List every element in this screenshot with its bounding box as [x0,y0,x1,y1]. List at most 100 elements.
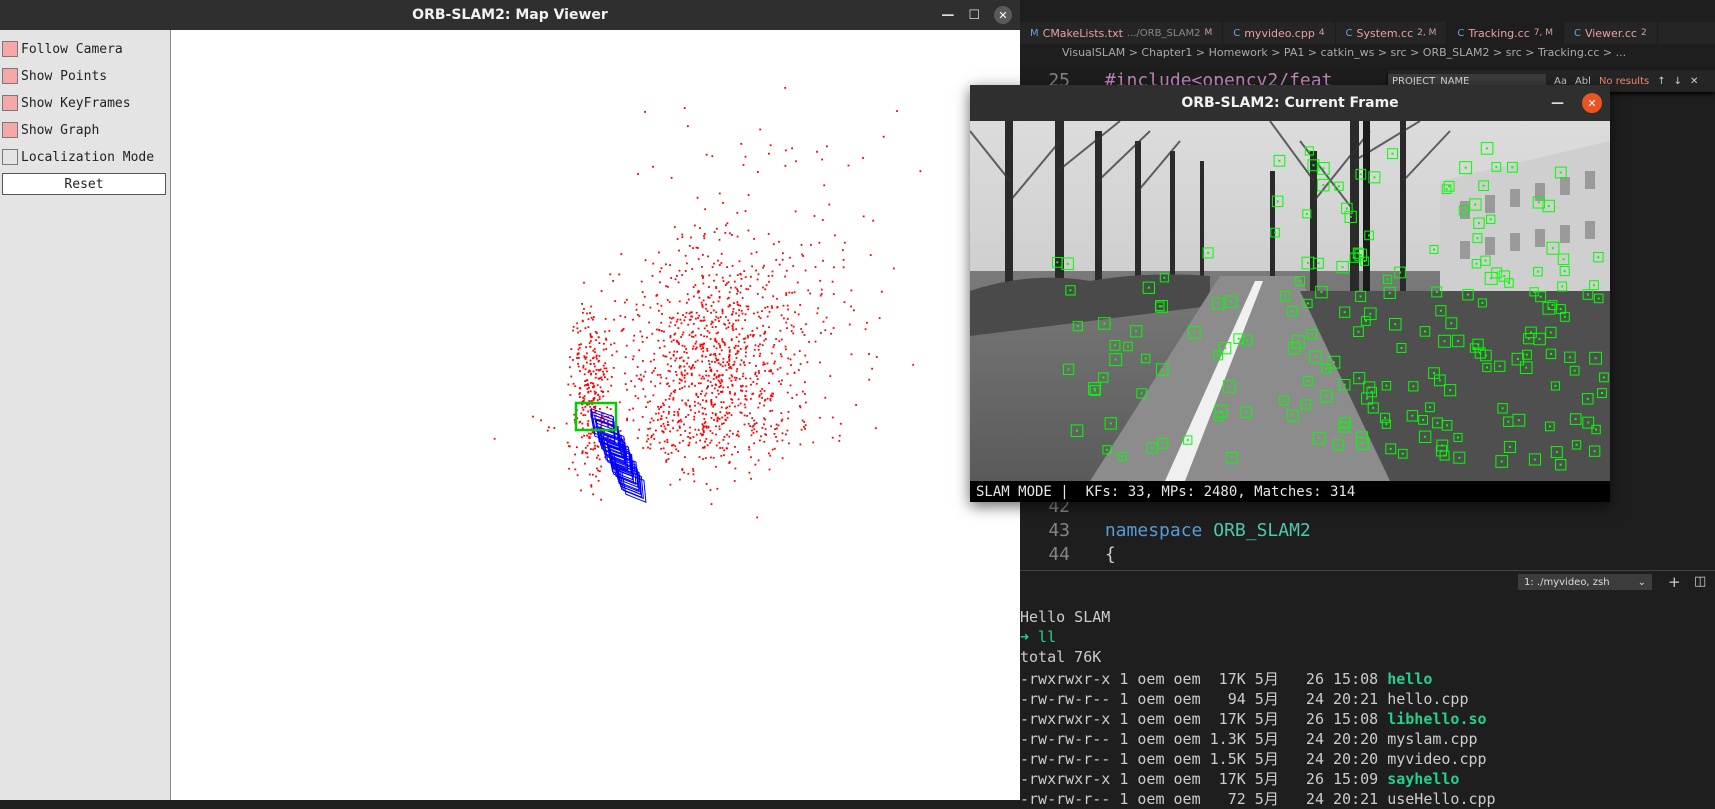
map-point [603,367,606,370]
map-point [847,164,850,167]
map-point [685,416,687,418]
map-point [701,423,704,426]
close-icon[interactable]: ✕ [1582,93,1602,113]
minimize-icon[interactable]: — [1551,95,1564,111]
map-point [710,353,712,356]
tab-cmakelists-txt[interactable]: M CMakeLists.txt .../ORB_SLAM2 M [1020,22,1224,44]
tracked-feature [1482,362,1492,373]
option-show-keyframes[interactable]: Show KeyFrames [2,92,131,114]
terminal-text: total 76K [1020,648,1102,666]
map-point [672,398,675,401]
map-point [674,332,677,335]
map-point [742,372,745,375]
tracked-feature-center [1525,366,1528,369]
close-icon[interactable]: ✕ [1690,75,1699,87]
tracked-feature-center [1109,422,1112,425]
find-input[interactable]: PROJECT_NAME [1388,73,1546,89]
map-point [569,356,571,359]
maximize-icon[interactable]: ☐ [968,7,980,23]
code-line-44[interactable]: 44 { [1020,544,1115,565]
map-point [700,334,702,336]
arrow-down-icon[interactable]: ↓ [1673,75,1682,87]
code-line-43[interactable]: 43 namespace ORB_SLAM2 [1020,520,1310,541]
split-terminal-icon[interactable]: ◫ [1694,574,1707,589]
minimize-icon[interactable]: — [941,7,955,23]
tracked-feature-center [1193,331,1196,334]
checkbox[interactable] [2,95,18,111]
map-point [681,233,684,236]
map-point [696,346,698,349]
map-point [700,301,703,304]
map-point [896,110,898,112]
checkbox[interactable] [2,122,18,138]
map-viewer-titlebar[interactable]: ORB-SLAM2: Map Viewer — ☐ ✕ [0,0,1020,30]
map-point [750,275,752,278]
match-case-toggle[interactable]: Aa [1554,75,1567,87]
tab-system-cc[interactable]: C System.cc 2, M [1336,22,1448,44]
map-point [688,441,691,444]
arrow-up-icon[interactable]: ↑ [1657,75,1666,87]
tracked-feature-center [1441,444,1444,447]
map-point [690,331,693,334]
tab-tracking-cc[interactable]: C Tracking.cc 7, M [1447,22,1564,44]
tracked-feature-center [1482,184,1485,187]
map-point [706,310,709,312]
map-point [605,339,608,341]
file-name: libhello.so [1387,710,1487,728]
tracked-feature-center [1503,275,1506,277]
map-point [745,398,748,401]
map-point [728,359,731,362]
tracked-feature [1542,199,1555,213]
map-point [583,355,586,358]
map-canvas[interactable] [171,30,1020,800]
close-icon[interactable]: ✕ [994,6,1012,24]
map-point [746,345,749,348]
checkbox[interactable] [2,41,18,57]
reset-button[interactable]: Reset [2,173,166,195]
tracked-feature-center [1438,379,1441,382]
map-point [697,289,700,292]
checkbox[interactable] [2,149,18,165]
tracked-feature [1474,347,1486,359]
tracked-feature [1491,162,1502,172]
tracked-feature-center [1224,347,1227,350]
map-point [692,468,694,470]
tracked-feature-center [1478,222,1480,225]
plus-icon[interactable]: + [1668,573,1681,591]
option-show-points[interactable]: Show Points [2,65,107,87]
option-show-graph[interactable]: Show Graph [2,119,99,141]
tab-viewer-cc[interactable]: C Viewer.cc 2 [1564,22,1658,44]
map-point [655,295,658,297]
tracked-feature-center [1602,376,1605,379]
map-point [781,418,784,421]
current-frame-titlebar[interactable]: ORB-SLAM2: Current Frame — ✕ [970,85,1610,121]
map-point [743,270,746,272]
map-point [636,437,639,439]
map-point [795,160,797,163]
option-localization-mode[interactable]: Localization Mode [2,146,154,168]
tracked-feature-center [1364,320,1367,322]
map-point [691,335,693,338]
file-type-icon: C [1573,27,1581,39]
map-point [736,292,738,295]
tracked-feature-center [1325,367,1328,370]
map-point [670,392,673,395]
checkbox[interactable] [2,68,18,84]
map-point [781,439,784,442]
whole-word-toggle[interactable]: Abl [1574,75,1591,87]
tracked-feature [1136,388,1147,399]
tracked-feature-center [1586,293,1589,296]
option-follow-camera[interactable]: Follow Camera [2,38,123,60]
breadcrumb[interactable]: VisualSLAM > Chapter1 > Homework > PA1 >… [1062,46,1627,59]
map-point [667,369,670,372]
map-point [710,402,713,405]
map-point [695,441,698,444]
map-point [728,367,731,369]
terminal-select[interactable]: 1: ./myvideo, zsh ⌄ [1518,574,1652,590]
tracked-feature [1062,363,1075,375]
map-point [755,251,758,254]
terminal-line: -rwxrwxr-x 1 oem oem 17K 5月 26 15:09 say… [1020,768,1459,789]
map-point [493,437,496,440]
map-point [703,422,706,425]
